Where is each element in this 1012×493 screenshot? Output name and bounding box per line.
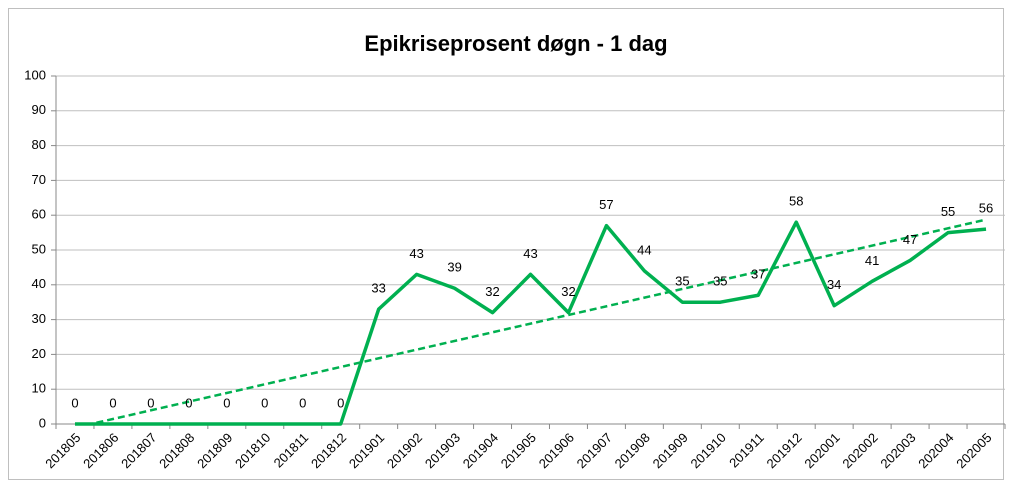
chart-border [8, 8, 1004, 480]
y-tick-label: 40 [32, 276, 46, 291]
data-label: 44 [637, 242, 651, 257]
data-label: 0 [261, 395, 268, 410]
data-line [74, 220, 987, 426]
data-label: 35 [675, 274, 689, 289]
data-label: 43 [409, 246, 423, 261]
y-tick-label: 0 [39, 415, 46, 430]
data-label: 35 [713, 274, 727, 289]
data-label: 39 [447, 260, 461, 275]
data-label: 0 [223, 395, 230, 410]
trendline [85, 218, 987, 424]
y-tick-label: 10 [32, 381, 46, 396]
data-label: 43 [523, 246, 537, 261]
y-tick-label: 20 [32, 346, 46, 361]
data-label: 0 [299, 395, 306, 410]
data-label: 32 [561, 284, 575, 299]
y-tick-label: 50 [32, 241, 46, 256]
y-tick-label: 100 [24, 67, 46, 82]
data-label: 0 [185, 395, 192, 410]
data-label: 57 [599, 197, 613, 212]
data-label: 34 [827, 277, 841, 292]
chart-title: Epikriseprosent døgn - 1 dag [364, 31, 667, 56]
data-label: 56 [979, 201, 993, 216]
data-label: 55 [941, 204, 955, 219]
data-label: 33 [371, 281, 385, 296]
data-label: 58 [789, 194, 803, 209]
y-tick-label: 60 [32, 207, 46, 222]
data-label: 0 [147, 395, 154, 410]
y-tick-label: 80 [32, 137, 46, 152]
data-label: 32 [485, 284, 499, 299]
data-label: 0 [109, 395, 116, 410]
data-label: 41 [865, 253, 879, 268]
data-label: 47 [903, 232, 917, 247]
data-label: 0 [71, 395, 78, 410]
y-tick-label: 30 [32, 311, 46, 326]
data-label: 0 [337, 395, 344, 410]
data-label: 37 [751, 267, 765, 282]
y-tick-label: 90 [32, 102, 46, 117]
y-tick-label: 70 [32, 172, 46, 187]
